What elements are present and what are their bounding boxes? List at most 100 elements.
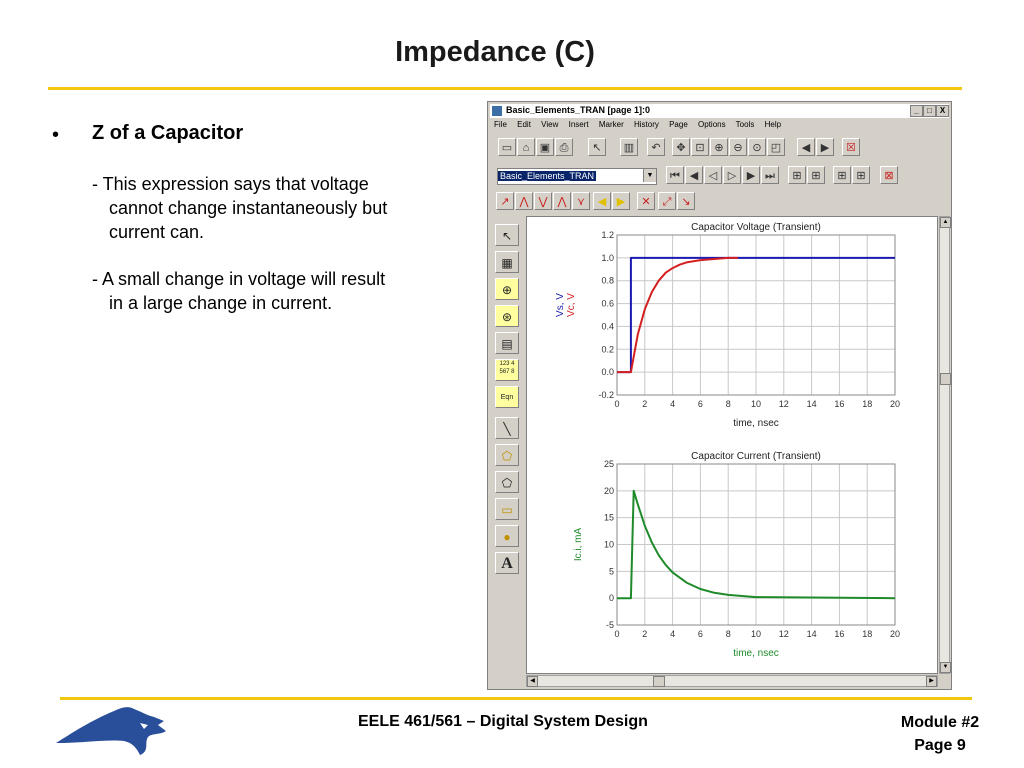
palette-pointer-icon[interactable]: ↖ (495, 224, 519, 246)
marker-back-icon[interactable]: ◁ (704, 166, 722, 184)
palette-polar-plot-icon[interactable]: ⊕ (495, 278, 519, 300)
slide-title: Impedance (C) (395, 36, 595, 68)
undo-icon[interactable]: ↶ (647, 138, 665, 156)
page-number: Page 9 (914, 737, 966, 754)
scroll-up-icon[interactable]: ▲ (940, 217, 951, 228)
x-tick-label: 12 (779, 629, 789, 639)
menu-history[interactable]: History (633, 120, 659, 129)
delete-icon[interactable]: ▥ (620, 138, 638, 156)
menu-edit[interactable]: Edit (517, 120, 531, 129)
menu-page[interactable]: Page (669, 120, 688, 129)
y-tick-label: 20 (604, 486, 614, 496)
series-line-1 (617, 489, 896, 600)
menu-insert[interactable]: Insert (568, 120, 589, 129)
y-tick-label: 0.2 (601, 344, 614, 354)
page-previous-icon[interactable]: ◀ (797, 138, 815, 156)
marker-slope-icon[interactable]: ⤢ (658, 192, 676, 210)
marker-grid-4-icon[interactable]: ⊞ (852, 166, 870, 184)
marker-previous-icon[interactable]: ◀ (685, 166, 703, 184)
palette-text-icon[interactable]: A (495, 552, 519, 574)
ads-data-display-window: Basic_Elements_TRAN [page 1]:0 _ □ X Fil… (487, 101, 952, 690)
vertical-scrollbar[interactable]: ▲ ▼ (939, 216, 951, 674)
marker-last-icon[interactable]: ⏭ (761, 166, 779, 184)
palette-rectangle-icon[interactable]: ▭ (495, 498, 519, 520)
scroll-right-icon[interactable]: ▶ (926, 676, 937, 687)
y-tick-label: 10 (604, 540, 614, 550)
paragraph-1-line: current can. (109, 222, 205, 242)
bobcat-logo (56, 707, 166, 755)
palette-circle-icon[interactable]: ● (495, 525, 519, 547)
marker-tracking-icon[interactable]: ↘ (677, 192, 695, 210)
zoom-icon[interactable]: ⊙ (748, 138, 766, 156)
chevron-down-icon[interactable]: ▼ (643, 169, 656, 182)
marker-new-icon[interactable]: ↗ (496, 192, 514, 210)
palette-smith-chart-icon[interactable]: ⊛ (495, 305, 519, 327)
x-tick-label: 12 (779, 399, 789, 409)
y-tick-label: 0.6 (601, 299, 614, 309)
marker-peak-icon[interactable]: ⋀ (553, 192, 571, 210)
menu-marker[interactable]: Marker (598, 120, 624, 129)
toolbar-main: ▭ ⌂ ▣ ⎙ ↖ ▥ ↶ ✥ ⊡ ⊕ ⊖ ⊙ ◰ ◀ ▶ ☒ (496, 138, 936, 160)
footer-rule (60, 697, 972, 700)
maximize-button[interactable]: □ (923, 105, 936, 117)
scroll-thumb[interactable] (940, 373, 951, 385)
menu-options[interactable]: Options (698, 120, 726, 129)
menu-file[interactable]: File (494, 120, 507, 129)
window-titlebar[interactable]: Basic_Elements_TRAN [page 1]:0 _ □ X (490, 104, 949, 118)
x-tick-label: 10 (751, 399, 761, 409)
marker-valley-icon[interactable]: ⋁ (534, 192, 552, 210)
y-axis-label: Ic.i, mA (573, 528, 584, 562)
new-file-icon[interactable]: ▭ (498, 138, 516, 156)
marker-first-icon[interactable]: ⏮ (666, 166, 684, 184)
open-folder-icon[interactable]: ⌂ (517, 138, 535, 156)
series-line-2 (617, 256, 738, 374)
marker-grid-2-icon[interactable]: ⊞ (807, 166, 825, 184)
menu-help[interactable]: Help (764, 120, 782, 129)
page-next-icon[interactable]: ▶ (816, 138, 834, 156)
marker-line-icon[interactable]: ⋀ (515, 192, 533, 210)
scroll-down-icon[interactable]: ▼ (940, 662, 951, 673)
menu-view[interactable]: View (541, 120, 559, 129)
scroll-thumb-horizontal[interactable] (653, 676, 665, 687)
y-tick-label: 0.0 (601, 367, 614, 377)
palette-stack-plot-icon[interactable]: ▤ (495, 332, 519, 354)
view-all-icon[interactable]: ◰ (767, 138, 785, 156)
minimize-button[interactable]: _ (910, 105, 923, 117)
marker-left-icon[interactable]: ◀ (593, 192, 611, 210)
palette-list-icon[interactable]: 123 4 567 8 (495, 359, 519, 381)
x-tick-label: 16 (834, 629, 844, 639)
zoom-in-icon[interactable]: ⊕ (710, 138, 728, 156)
close-button[interactable]: X (936, 105, 949, 117)
marker-next-icon[interactable]: ▶ (742, 166, 760, 184)
paragraph-2-line: - A small change in voltage will result (92, 269, 386, 289)
marker-delete-icon[interactable]: ⊠ (880, 166, 898, 184)
save-icon[interactable]: ▣ (536, 138, 554, 156)
marker-min-icon[interactable]: ⋎ (572, 192, 590, 210)
menu-tools[interactable]: Tools (735, 120, 755, 129)
dataset-selector[interactable]: Basic_Elements_TRAN ▼ (497, 168, 657, 185)
palette-polyline-icon[interactable]: ⬠ (495, 444, 519, 466)
scroll-left-icon[interactable]: ◀ (527, 676, 538, 687)
marker-right-icon[interactable]: ▶ (612, 192, 630, 210)
y-tick-label: 5 (609, 566, 614, 576)
horizontal-scrollbar[interactable]: ◀ ▶ (526, 675, 938, 687)
palette-polygon-icon[interactable]: ⬠ (495, 471, 519, 493)
select-pointer-icon[interactable]: ↖ (588, 138, 606, 156)
stop-icon[interactable]: ☒ (842, 138, 860, 156)
marker-forward-icon[interactable]: ▷ (723, 166, 741, 184)
palette-rectangular-plot-icon[interactable]: ▦ (495, 251, 519, 273)
print-icon[interactable]: ⎙ (555, 138, 573, 156)
marker-grid-1-icon[interactable]: ⊞ (788, 166, 806, 184)
x-tick-label: 4 (670, 399, 675, 409)
move-icon[interactable]: ✥ (672, 138, 690, 156)
marker-grid-3-icon[interactable]: ⊞ (833, 166, 851, 184)
chart-title: Capacitor Current (Transient) (691, 451, 821, 462)
zoom-out-icon[interactable]: ⊖ (729, 138, 747, 156)
palette-equation-icon[interactable]: Eqn (495, 386, 519, 408)
palette-line-icon[interactable]: ╲ (495, 417, 519, 439)
x-tick-label: 6 (698, 629, 703, 639)
x-tick-label: 18 (862, 399, 872, 409)
zoom-window-icon[interactable]: ⊡ (691, 138, 709, 156)
marker-delta-icon[interactable]: ✕ (637, 192, 655, 210)
x-tick-label: 0 (614, 399, 619, 409)
